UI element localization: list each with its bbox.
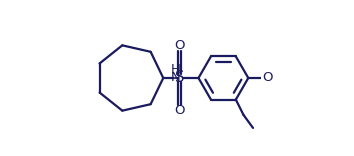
Text: H: H <box>171 63 181 76</box>
Text: O: O <box>174 39 185 52</box>
Text: O: O <box>262 71 272 85</box>
Text: N: N <box>171 71 181 85</box>
Text: O: O <box>174 104 185 117</box>
Text: S: S <box>175 71 184 85</box>
